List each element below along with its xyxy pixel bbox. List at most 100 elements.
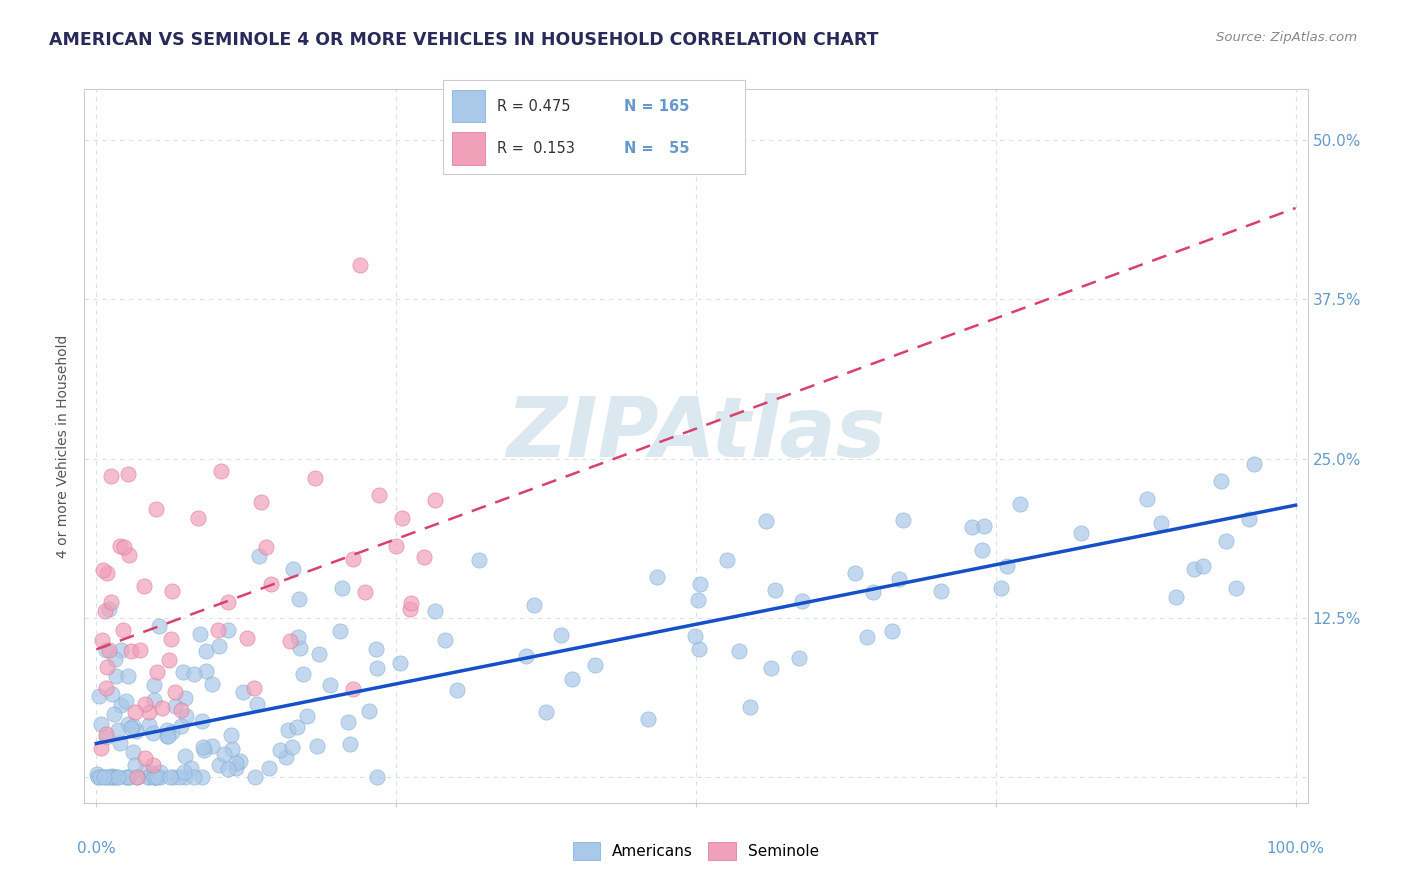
Americans — [159, 770, 181, 784]
Americans — [288, 591, 311, 606]
Americans — [180, 761, 202, 775]
Seminole — [187, 510, 209, 524]
Americans — [174, 691, 197, 706]
Americans — [201, 677, 224, 691]
Americans — [118, 770, 141, 784]
Americans — [143, 770, 166, 784]
Americans — [190, 770, 212, 784]
Americans — [97, 770, 120, 784]
Americans — [108, 736, 131, 750]
Text: 0.0%: 0.0% — [77, 841, 115, 856]
Americans — [149, 770, 172, 784]
Americans — [277, 723, 299, 737]
Text: ZIPAtlas: ZIPAtlas — [506, 392, 886, 474]
Americans — [929, 584, 952, 599]
Americans — [174, 748, 197, 763]
Americans — [637, 712, 659, 726]
Seminole — [236, 631, 259, 645]
Text: N = 165: N = 165 — [624, 98, 689, 113]
Americans — [212, 747, 235, 761]
Text: AMERICAN VS SEMINOLE 4 OR MORE VEHICLES IN HOUSEHOLD CORRELATION CHART: AMERICAN VS SEMINOLE 4 OR MORE VEHICLES … — [49, 31, 879, 49]
Americans — [172, 665, 194, 680]
Americans — [138, 718, 160, 732]
Americans — [990, 582, 1012, 596]
Americans — [269, 743, 291, 757]
Seminole — [217, 595, 239, 609]
Seminole — [132, 579, 155, 593]
Americans — [1182, 562, 1205, 576]
Y-axis label: 4 or more Vehicles in Household: 4 or more Vehicles in Household — [56, 334, 70, 558]
Seminole — [399, 596, 422, 610]
Americans — [173, 764, 195, 779]
Seminole — [146, 665, 169, 679]
Seminole — [349, 259, 371, 273]
Americans — [195, 664, 218, 678]
Americans — [165, 698, 187, 713]
Americans — [232, 685, 254, 699]
Americans — [716, 553, 738, 567]
Americans — [1225, 582, 1247, 596]
Americans — [193, 739, 215, 754]
Americans — [87, 690, 110, 704]
Americans — [142, 765, 165, 780]
Seminole — [118, 548, 141, 562]
Seminole — [413, 549, 436, 564]
Americans — [1136, 491, 1159, 506]
Americans — [295, 709, 318, 723]
Text: R = 0.475: R = 0.475 — [498, 98, 571, 113]
Seminole — [97, 643, 120, 657]
Americans — [125, 724, 148, 739]
Americans — [534, 705, 557, 719]
Americans — [125, 770, 148, 784]
Americans — [156, 723, 179, 737]
Seminole — [120, 644, 142, 658]
Seminole — [342, 552, 364, 566]
Americans — [285, 720, 308, 734]
FancyBboxPatch shape — [451, 89, 485, 122]
Text: N =   55: N = 55 — [624, 141, 690, 156]
Seminole — [96, 659, 118, 673]
Americans — [274, 749, 297, 764]
Americans — [146, 770, 169, 784]
Seminole — [391, 511, 413, 525]
Seminole — [138, 705, 160, 719]
Americans — [287, 630, 309, 644]
Americans — [117, 770, 139, 784]
Seminole — [93, 563, 115, 577]
Americans — [1010, 497, 1032, 511]
Americans — [117, 668, 139, 682]
Americans — [103, 706, 125, 721]
Seminole — [125, 770, 148, 784]
Americans — [194, 644, 217, 658]
Americans — [973, 519, 995, 533]
Seminole — [385, 539, 408, 553]
Americans — [100, 687, 122, 701]
Americans — [583, 658, 606, 673]
Seminole — [425, 492, 447, 507]
Americans — [685, 629, 707, 643]
Americans — [288, 640, 311, 655]
Americans — [243, 770, 266, 784]
Americans — [522, 598, 544, 612]
Americans — [156, 729, 179, 743]
Americans — [142, 725, 165, 739]
Seminole — [207, 624, 229, 638]
Americans — [98, 602, 121, 616]
Seminole — [354, 585, 377, 599]
Americans — [688, 642, 710, 657]
Legend: Americans, Seminole: Americans, Seminole — [567, 836, 825, 866]
Americans — [389, 656, 412, 670]
Seminole — [91, 632, 114, 647]
Seminole — [108, 539, 131, 553]
Americans — [208, 640, 231, 654]
Americans — [789, 651, 811, 665]
Americans — [217, 623, 239, 637]
Text: 100.0%: 100.0% — [1267, 841, 1324, 856]
Americans — [972, 542, 994, 557]
Seminole — [124, 705, 146, 719]
Americans — [467, 553, 489, 567]
Americans — [104, 669, 127, 683]
Americans — [366, 770, 388, 784]
Seminole — [100, 595, 122, 609]
Americans — [221, 742, 243, 756]
